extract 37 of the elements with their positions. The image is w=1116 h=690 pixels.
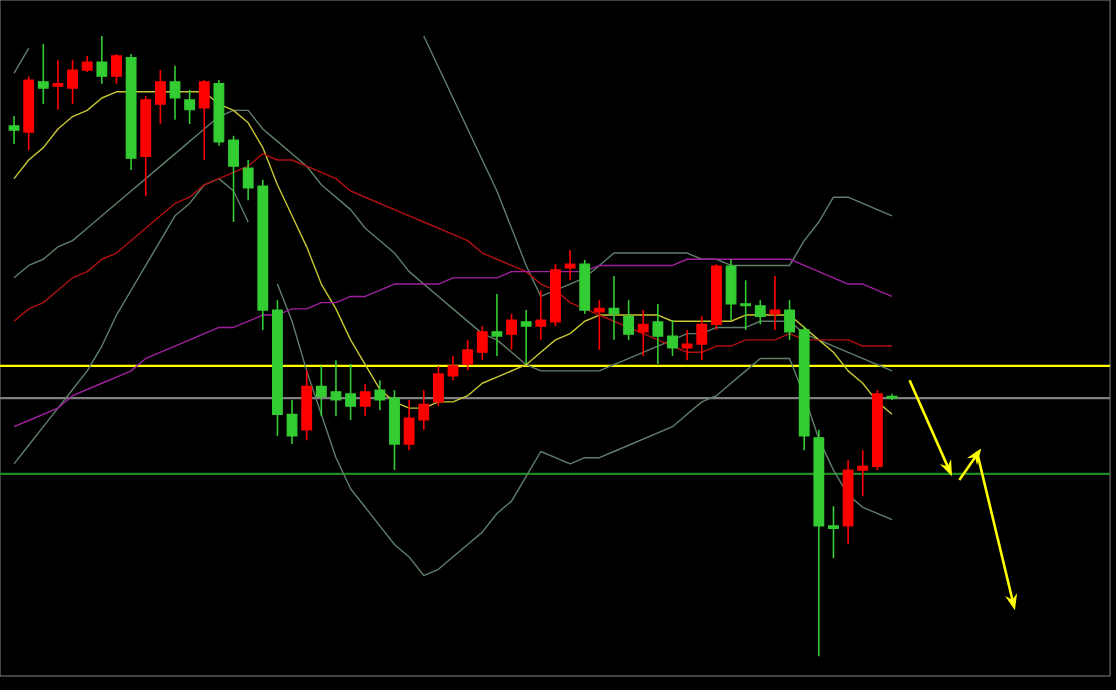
candlestick (520, 309, 532, 365)
candlestick (359, 383, 371, 417)
candlestick (154, 69, 166, 125)
candlestick (784, 299, 795, 341)
candlestick (476, 325, 488, 362)
candlestick (579, 259, 591, 315)
candlestick (623, 299, 635, 341)
candlestick (667, 319, 678, 357)
candlestick (52, 59, 64, 111)
candlestick (301, 369, 313, 442)
candlestick (432, 365, 444, 408)
candlestick (228, 135, 239, 223)
candlestick (37, 43, 49, 105)
candlestick (286, 399, 298, 445)
candlestick (506, 313, 517, 351)
candlestick (652, 303, 664, 365)
candlestick (754, 299, 766, 326)
candlestick (169, 64, 181, 121)
candlestick (491, 293, 503, 357)
candlestick (608, 275, 620, 341)
candlestick (593, 299, 605, 351)
candlestick (389, 389, 400, 471)
candlestick (828, 505, 839, 559)
candlestick (8, 115, 20, 145)
candlestick (447, 355, 459, 381)
candlestick (535, 289, 547, 341)
candlestick (769, 275, 781, 331)
candlestick (198, 79, 210, 161)
candlestick (184, 89, 196, 125)
candlestick (345, 363, 357, 421)
candlestick (96, 35, 108, 85)
candlestick (374, 379, 386, 411)
candlestick (67, 59, 79, 105)
candlestick (111, 53, 122, 85)
candlestick (564, 249, 576, 282)
candlestick (637, 309, 649, 357)
candlestick (462, 339, 474, 372)
